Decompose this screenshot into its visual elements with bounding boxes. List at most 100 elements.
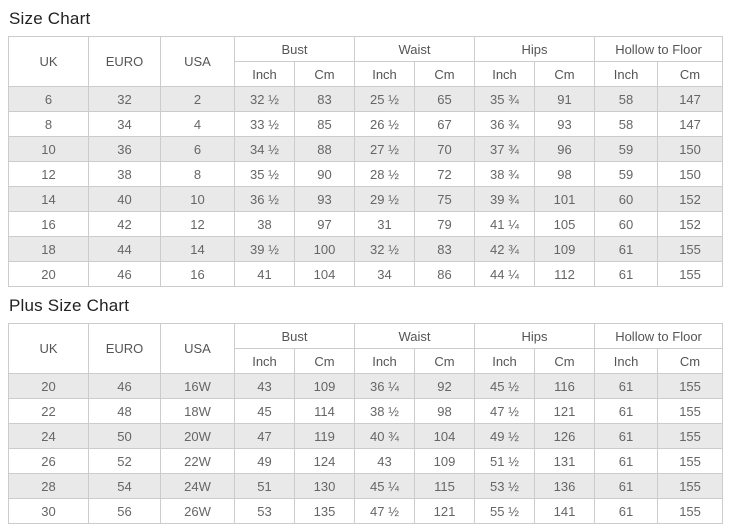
table-cell: 104	[293, 261, 356, 287]
table-cell: 47 ½	[354, 498, 416, 524]
table-cell: 45	[234, 398, 295, 424]
subheader-hollow-cm: Cm	[657, 61, 724, 87]
table-cell: 61	[594, 473, 659, 499]
table-cell: 49	[234, 448, 295, 474]
table-cell: 155	[657, 261, 724, 287]
table-cell: 109	[414, 448, 476, 474]
table-cell: 16	[8, 211, 89, 237]
table-cell: 61	[594, 498, 659, 524]
table-row: 12 38 8 35 ½ 90 28 ½ 72 38 ¾ 98 59 150	[8, 161, 724, 187]
table-cell: 24	[8, 423, 89, 449]
table-cell: 34	[354, 261, 416, 287]
table-cell: 12	[160, 211, 235, 237]
table-cell: 46	[88, 261, 161, 287]
table-cell: 60	[594, 211, 659, 237]
table-cell: 52	[88, 448, 161, 474]
table-cell: 121	[414, 498, 476, 524]
table-cell: 75	[414, 186, 476, 212]
table-cell: 119	[293, 423, 356, 449]
table-cell: 60	[594, 186, 659, 212]
table-row: 6 32 2 32 ½ 83 25 ½ 65 35 ¾ 91 58 147	[8, 86, 724, 112]
table-cell: 53	[234, 498, 295, 524]
table-cell: 72	[414, 161, 476, 187]
size-chart-header: UK EURO USA Bust Waist Hips Hollow to Fl…	[8, 36, 724, 87]
table-cell: 47	[234, 423, 295, 449]
table-cell: 10	[8, 136, 89, 162]
subheader-waist-cm: Cm	[414, 61, 476, 87]
column-header-hips: Hips	[474, 323, 596, 349]
subheader-bust-cm: Cm	[293, 61, 356, 87]
table-cell: 22W	[160, 448, 235, 474]
table-cell: 61	[594, 398, 659, 424]
table-cell: 115	[414, 473, 476, 499]
table-cell: 16	[160, 261, 235, 287]
subheader-hips-inch: Inch	[474, 348, 536, 374]
table-cell: 44 ¼	[474, 261, 536, 287]
table-cell: 135	[293, 498, 356, 524]
table-cell: 58	[594, 111, 659, 137]
table-row: 8 34 4 33 ½ 85 26 ½ 67 36 ¾ 93 58 147	[8, 111, 724, 137]
table-row: 18 44 14 39 ½ 100 32 ½ 83 42 ¾ 109 61 155	[8, 236, 724, 262]
table-cell: 16W	[160, 373, 235, 399]
table-cell: 18W	[160, 398, 235, 424]
table-cell: 36 ¾	[474, 111, 536, 137]
column-header-euro: EURO	[88, 323, 161, 374]
column-header-uk: UK	[8, 323, 89, 374]
table-cell: 93	[534, 111, 596, 137]
table-cell: 93	[293, 186, 356, 212]
table-row: 16 42 12 38 97 31 79 41 ¼ 105 60 152	[8, 211, 724, 237]
table-cell: 155	[657, 448, 724, 474]
table-cell: 65	[414, 86, 476, 112]
table-cell: 150	[657, 136, 724, 162]
table-cell: 42	[88, 211, 161, 237]
table-cell: 61	[594, 448, 659, 474]
subheader-waist-inch: Inch	[354, 61, 416, 87]
table-cell: 22	[8, 398, 89, 424]
subheader-bust-inch: Inch	[234, 61, 295, 87]
table-cell: 150	[657, 161, 724, 187]
table-cell: 61	[594, 261, 659, 287]
table-cell: 40	[88, 186, 161, 212]
table-cell: 83	[414, 236, 476, 262]
table-cell: 20W	[160, 423, 235, 449]
table-cell: 109	[293, 373, 356, 399]
table-cell: 29 ½	[354, 186, 416, 212]
table-cell: 25 ½	[354, 86, 416, 112]
table-cell: 114	[293, 398, 356, 424]
table-row: 10 36 6 34 ½ 88 27 ½ 70 37 ¾ 96 59 150	[8, 136, 724, 162]
table-cell: 155	[657, 498, 724, 524]
table-cell: 31	[354, 211, 416, 237]
table-cell: 54	[88, 473, 161, 499]
table-cell: 147	[657, 86, 724, 112]
column-header-euro: EURO	[88, 36, 161, 87]
table-cell: 58	[594, 86, 659, 112]
column-header-usa: USA	[160, 323, 235, 374]
table-cell: 61	[594, 423, 659, 449]
table-cell: 104	[414, 423, 476, 449]
table-cell: 116	[534, 373, 596, 399]
table-cell: 124	[293, 448, 356, 474]
table-cell: 47 ½	[474, 398, 536, 424]
table-cell: 40 ¾	[354, 423, 416, 449]
table-cell: 26	[8, 448, 89, 474]
table-row: 20 46 16W 43 109 36 ¼ 92 45 ½ 116 61 155	[8, 373, 724, 399]
table-cell: 79	[414, 211, 476, 237]
subheader-hips-inch: Inch	[474, 61, 536, 87]
table-cell: 38	[234, 211, 295, 237]
table-cell: 100	[293, 236, 356, 262]
table-cell: 70	[414, 136, 476, 162]
table-cell: 61	[594, 373, 659, 399]
table-cell: 130	[293, 473, 356, 499]
column-header-usa: USA	[160, 36, 235, 87]
table-cell: 20	[8, 373, 89, 399]
subheader-hips-cm: Cm	[534, 348, 596, 374]
table-cell: 32 ½	[234, 86, 295, 112]
column-header-waist: Waist	[354, 36, 476, 62]
table-cell: 91	[534, 86, 596, 112]
subheader-bust-cm: Cm	[293, 348, 356, 374]
table-row: 14 40 10 36 ½ 93 29 ½ 75 39 ¾ 101 60 152	[8, 186, 724, 212]
table-cell: 34	[88, 111, 161, 137]
table-cell: 96	[534, 136, 596, 162]
plus-size-chart-table: UK EURO USA Bust Waist Hips Hollow to Fl…	[8, 323, 724, 524]
column-header-hollow-to-floor: Hollow to Floor	[594, 36, 724, 62]
